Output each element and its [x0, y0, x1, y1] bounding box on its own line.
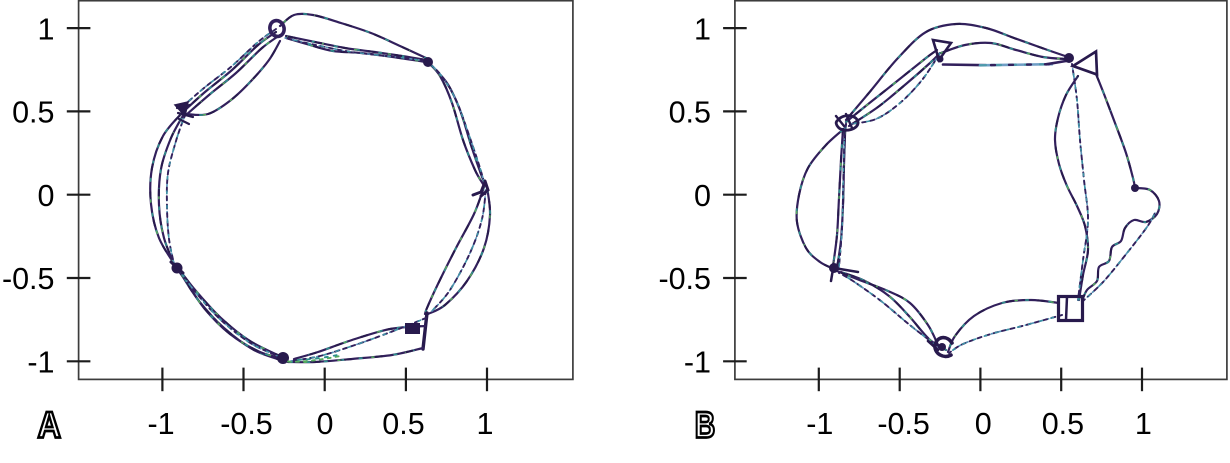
svg-text:0: 0: [317, 407, 334, 441]
svg-text:0.5: 0.5: [12, 96, 54, 130]
svg-text:1: 1: [1135, 407, 1152, 441]
svg-text:-1: -1: [27, 346, 54, 380]
svg-text:-0.5: -0.5: [658, 262, 711, 296]
svg-text:-0.5: -0.5: [220, 407, 273, 441]
svg-text:-1: -1: [684, 346, 711, 380]
svg-text:A: A: [37, 403, 61, 445]
svg-text:-1: -1: [806, 407, 833, 441]
svg-text:0.5: 0.5: [669, 96, 711, 130]
svg-text:-0.5: -0.5: [877, 407, 930, 441]
svg-text:1: 1: [694, 12, 711, 46]
svg-text:0.5: 0.5: [1042, 407, 1084, 441]
svg-text:-1: -1: [147, 407, 174, 441]
svg-text:0: 0: [694, 179, 711, 213]
svg-text:B: B: [695, 403, 716, 445]
svg-text:0.5: 0.5: [382, 407, 424, 441]
svg-text:0: 0: [975, 407, 992, 441]
svg-text:1: 1: [38, 12, 55, 46]
svg-text:1: 1: [477, 407, 494, 441]
svg-text:-0.5: -0.5: [2, 262, 55, 296]
svg-text:0: 0: [38, 179, 55, 213]
